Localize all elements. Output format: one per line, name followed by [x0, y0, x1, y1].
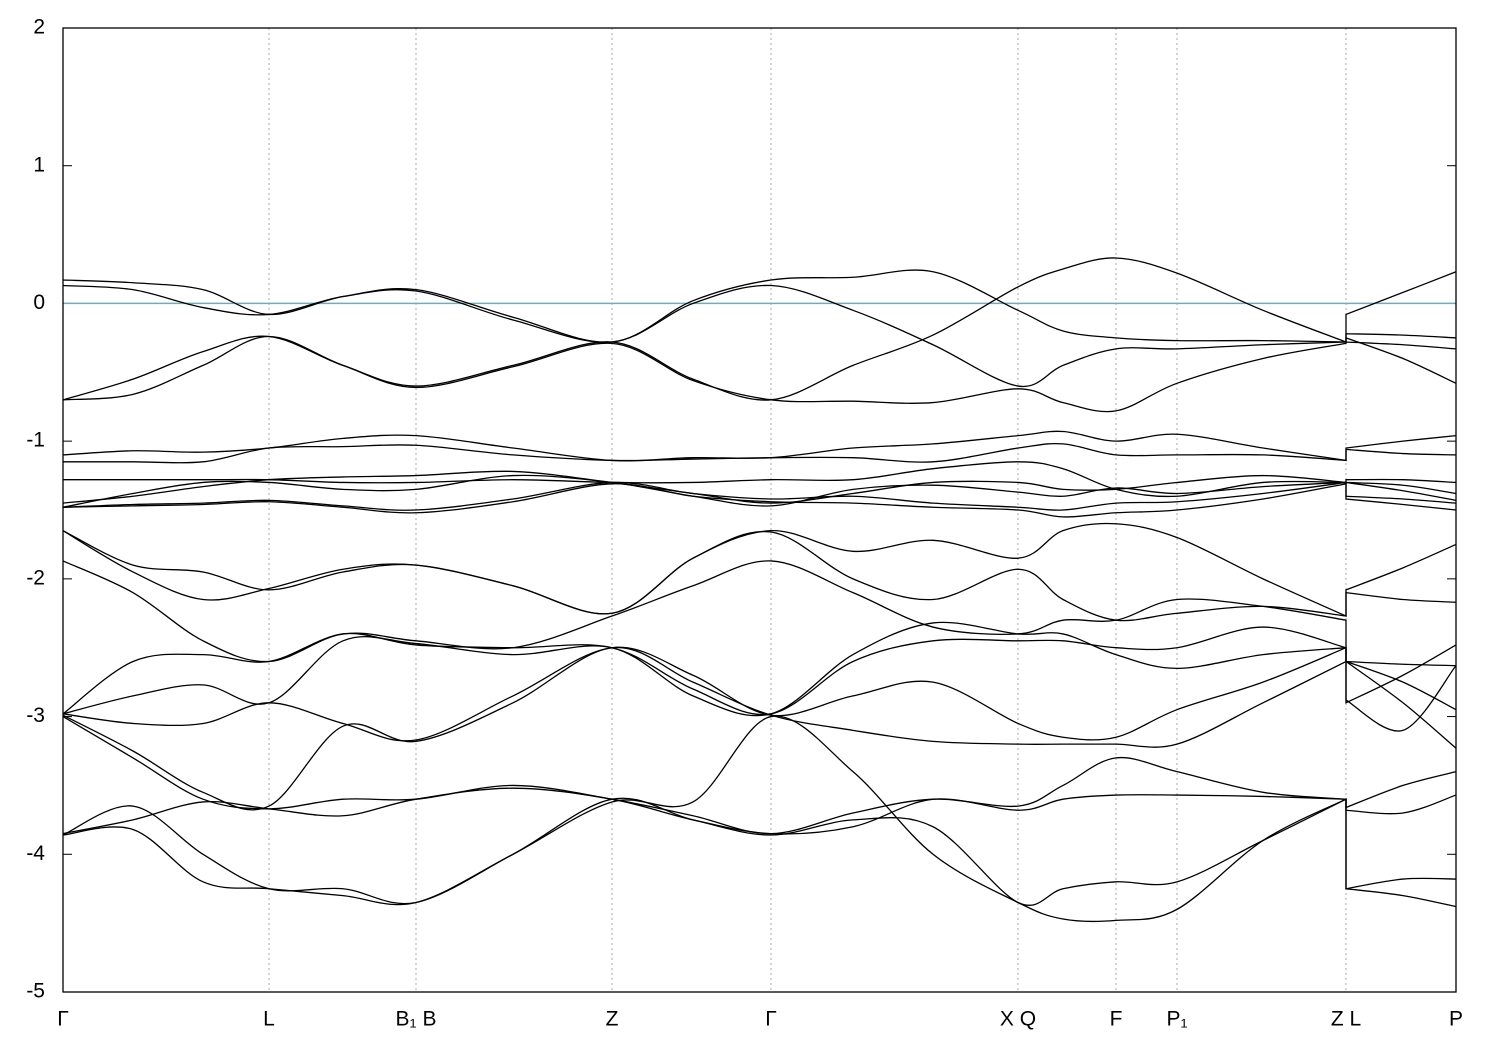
y-tick-label: -4: [26, 842, 45, 865]
band-line: [62, 715, 1457, 923]
y-tick-label: -1: [26, 429, 45, 452]
y-tick-label: -5: [26, 980, 45, 1003]
band-line: [62, 530, 1457, 622]
band-line: [62, 621, 1457, 749]
band-line: [62, 522, 1457, 618]
plot-frame: [62, 27, 1457, 993]
x-tick-label: X Q: [1000, 1008, 1036, 1031]
y-tick-label: 0: [33, 291, 45, 314]
band-line: [62, 626, 1457, 716]
x-tick-label: Γ: [57, 1008, 69, 1031]
x-tick-label: Γ: [765, 1008, 777, 1031]
x-tick-label: L: [263, 1008, 275, 1031]
band-line: [62, 483, 1457, 518]
band-line: [62, 797, 1457, 906]
y-tick-label: -2: [26, 566, 45, 589]
y-tick-label: -3: [26, 704, 45, 727]
x-tick-label: Z L: [1331, 1008, 1361, 1031]
y-tick-label: 2: [33, 16, 45, 39]
band-line: [62, 269, 1457, 343]
band-line: [62, 430, 1457, 462]
y-tick-label: 1: [33, 153, 45, 176]
band-line: [62, 644, 1457, 742]
band-line: [63, 442, 1457, 464]
x-tick-label: Z: [606, 1008, 619, 1031]
band-line: [62, 481, 1457, 511]
band-line: [62, 284, 1457, 388]
x-tick-label: F: [1110, 1008, 1123, 1031]
x-tick-label: P₁: [1166, 1008, 1187, 1031]
band-line: [62, 461, 1457, 498]
band-line: [62, 560, 1457, 667]
band-line: [62, 335, 1457, 413]
band-line: [62, 787, 1457, 835]
band-line: [62, 474, 1457, 508]
band-line: [62, 646, 1457, 811]
x-tick-label: P: [1449, 1008, 1463, 1031]
x-tick-label: B₁ B: [396, 1008, 437, 1031]
band-line: [62, 716, 1457, 835]
band-line: [62, 257, 1457, 401]
